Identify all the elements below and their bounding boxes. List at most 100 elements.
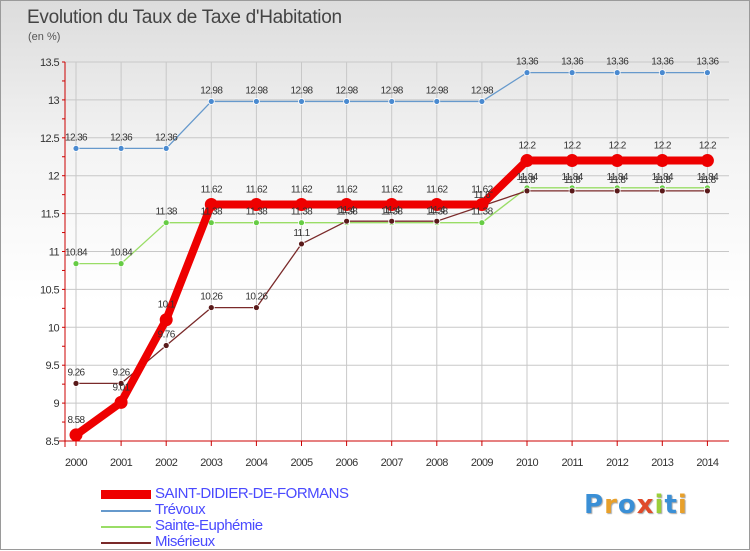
y-tick-label: 13 bbox=[48, 95, 60, 107]
data-label: 11.62 bbox=[291, 185, 313, 196]
data-label: 11.62 bbox=[246, 185, 268, 196]
data-point bbox=[613, 187, 621, 195]
data-label: 11.62 bbox=[336, 185, 358, 196]
data-label: 11.8 bbox=[609, 175, 626, 186]
data-label: 12.36 bbox=[155, 132, 178, 143]
data-label: 13.36 bbox=[516, 57, 539, 68]
data-label: 10.84 bbox=[65, 248, 88, 259]
data-label: 13.36 bbox=[561, 57, 584, 68]
data-point bbox=[298, 240, 305, 248]
y-tick-label: 9.5 bbox=[46, 360, 60, 372]
x-tick-label: 2001 bbox=[110, 457, 133, 469]
data-label: 12.98 bbox=[381, 85, 404, 96]
data-point bbox=[117, 379, 125, 387]
legend-label: SAINT-DIDIER-DE-FORMANS bbox=[155, 485, 349, 502]
data-point bbox=[523, 69, 531, 77]
y-tick-label: 10 bbox=[48, 322, 60, 334]
data-label: 11.1 bbox=[293, 228, 310, 239]
data-point bbox=[343, 98, 351, 105]
data-point bbox=[298, 98, 305, 105]
logo-letter: i bbox=[677, 490, 688, 520]
logo-letter: r bbox=[604, 490, 618, 520]
data-label: 12.2 bbox=[564, 141, 582, 152]
x-tick-label: 2013 bbox=[651, 457, 674, 469]
data-label: 11.6 bbox=[474, 190, 491, 201]
y-tick-label: 13.5 bbox=[40, 57, 59, 69]
data-point bbox=[207, 98, 215, 105]
data-label: 9.26 bbox=[67, 367, 85, 378]
data-label: 11.62 bbox=[201, 185, 223, 196]
data-label: 11.62 bbox=[426, 185, 448, 196]
data-label: 13.36 bbox=[696, 57, 719, 68]
data-point bbox=[162, 342, 170, 349]
data-point bbox=[565, 154, 579, 168]
data-point bbox=[655, 154, 669, 168]
logo-letter: o bbox=[617, 490, 637, 520]
data-label: 11.8 bbox=[519, 175, 536, 186]
data-label: 8.58 bbox=[67, 415, 85, 426]
data-label: 12.36 bbox=[110, 132, 133, 143]
logo-letter: t bbox=[664, 490, 678, 520]
data-point bbox=[340, 198, 354, 212]
data-point bbox=[478, 219, 486, 227]
y-tick-label: 11 bbox=[49, 247, 60, 259]
legend-label: Trévoux bbox=[155, 501, 206, 518]
logo-letter: P bbox=[584, 490, 605, 520]
data-point bbox=[523, 187, 531, 195]
data-label: 11.8 bbox=[654, 175, 671, 186]
data-label: 10.84 bbox=[110, 248, 133, 259]
series-layer bbox=[69, 69, 714, 442]
data-point bbox=[72, 145, 80, 152]
grid-layer bbox=[65, 61, 729, 442]
data-label: 11.38 bbox=[201, 207, 223, 218]
data-label-layer: 12.36 12.36 12.36 12.98 12.98 12.98 12.98 12.98… bbox=[65, 57, 720, 426]
axis-layer: 8.5 9 9.5 10 10.5 11 11.5 12 12.5 13 13.5 2000 2001 2… bbox=[40, 57, 729, 469]
data-label: 11.4 bbox=[338, 205, 355, 216]
data-label: 12.98 bbox=[426, 85, 449, 96]
data-label: 11.84 bbox=[561, 172, 583, 183]
data-label: 12.98 bbox=[336, 85, 359, 96]
data-point bbox=[72, 379, 80, 387]
data-label: 11.62 bbox=[471, 185, 493, 196]
legend-label: Misérieux bbox=[155, 533, 215, 550]
x-tick-label: 2008 bbox=[426, 457, 449, 469]
logo-letter: i bbox=[654, 490, 665, 520]
data-point bbox=[204, 198, 218, 212]
data-label: 12.98 bbox=[200, 85, 223, 96]
data-label: 9.01 bbox=[113, 382, 131, 393]
data-point bbox=[700, 154, 714, 168]
legend-label: Sainte-Euphémie bbox=[155, 517, 263, 534]
data-label: 11.8 bbox=[699, 175, 716, 186]
data-label: 11.38 bbox=[156, 207, 178, 218]
data-point bbox=[252, 98, 260, 105]
data-point bbox=[252, 304, 260, 311]
data-point bbox=[207, 304, 215, 311]
x-tick-label: 2012 bbox=[606, 457, 629, 469]
data-label: 11.38 bbox=[246, 207, 268, 218]
data-point bbox=[433, 98, 441, 105]
data-point bbox=[478, 98, 486, 105]
data-label: 11.84 bbox=[697, 172, 719, 183]
data-point bbox=[117, 260, 125, 268]
data-label: 11.4 bbox=[384, 205, 401, 216]
data-point bbox=[658, 69, 666, 77]
y-tick-label: 12 bbox=[48, 171, 60, 183]
data-label: 12.36 bbox=[65, 132, 88, 143]
data-label: 13.36 bbox=[606, 57, 629, 68]
data-point bbox=[568, 187, 576, 195]
data-point bbox=[568, 69, 576, 77]
x-tick-label: 2011 bbox=[561, 457, 583, 469]
data-point bbox=[388, 98, 396, 105]
data-point bbox=[475, 198, 489, 212]
legend-swatch bbox=[101, 510, 151, 512]
data-label: 13.36 bbox=[651, 57, 674, 68]
data-label: 11.38 bbox=[336, 207, 358, 218]
data-point bbox=[658, 187, 666, 195]
data-label: 12.2 bbox=[609, 141, 627, 152]
data-label: 12.2 bbox=[654, 141, 672, 152]
legend-swatch bbox=[101, 490, 151, 499]
data-label: 11.84 bbox=[652, 172, 674, 183]
x-tick-label: 2004 bbox=[245, 457, 268, 469]
